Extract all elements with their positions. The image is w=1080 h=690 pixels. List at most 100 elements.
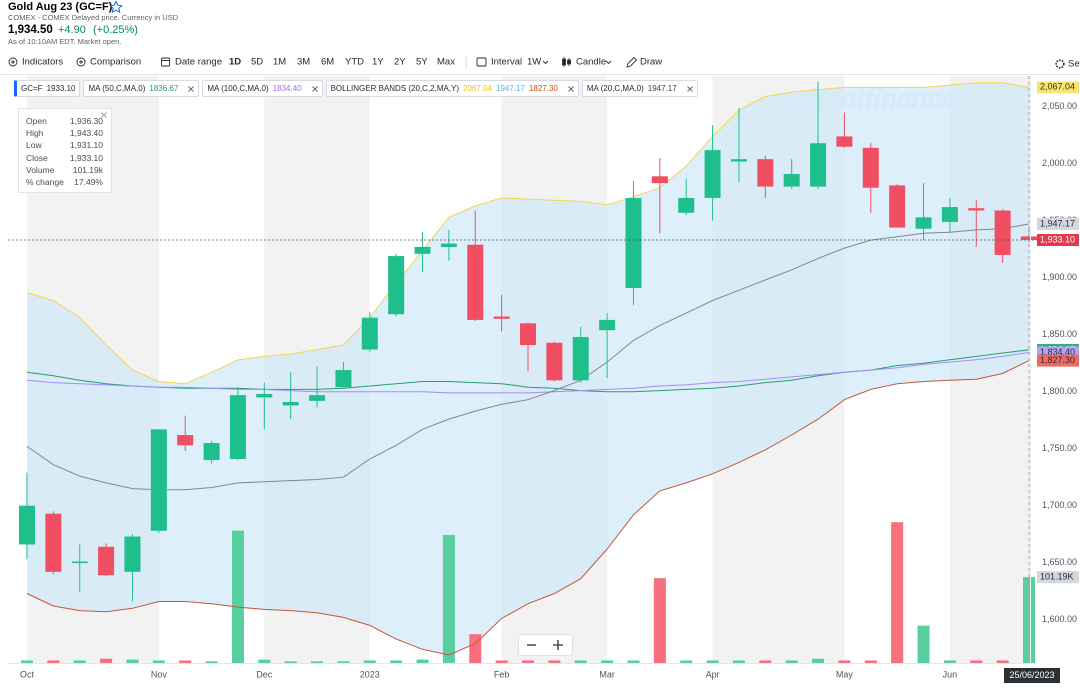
legend-name: MA (50,C,MA,0)	[88, 84, 146, 93]
tooltip-close[interactable]	[101, 112, 107, 118]
volume-bar	[337, 661, 350, 663]
volume-bar	[469, 634, 482, 663]
quote-title: Gold Aug 23 (GC=F)	[8, 1, 113, 13]
candle-body	[203, 443, 220, 461]
legend-name: MA (100,C,MA,0)	[207, 84, 269, 93]
date-range-button[interactable]: Date range	[161, 57, 223, 68]
legend-name: GC=F	[21, 84, 43, 93]
x-tick-label: 2023	[360, 669, 380, 679]
axis-value-label: 2,067.04	[1040, 82, 1075, 92]
candle-body	[968, 208, 985, 211]
x-tick-label: Mar	[599, 669, 615, 679]
y-tick-label: 1,750.00	[1042, 443, 1077, 453]
x-tick-label: Oct	[20, 669, 35, 679]
icon	[76, 57, 86, 67]
axis-value-box	[1037, 234, 1079, 247]
axis-value-label: 1,947.17	[1040, 218, 1075, 228]
range-button[interactable]: 5Y	[416, 57, 428, 68]
range-button[interactable]: YTD	[345, 57, 364, 68]
axis-value-box	[1037, 81, 1079, 94]
legend-remove[interactable]	[568, 85, 574, 92]
legend-item[interactable]: MA (20,C,MA,0) 1947.17	[581, 80, 698, 97]
volume-bar	[838, 660, 851, 663]
range-button[interactable]: 1D	[229, 57, 241, 68]
watchlist-star[interactable]	[109, 0, 123, 14]
volume-bar	[100, 658, 113, 663]
legend-value: 2067.04	[463, 84, 492, 93]
candle-body	[467, 244, 484, 320]
tooltip-value: 101.19k	[72, 164, 103, 175]
crosshair-date: 25/06/2023	[1009, 670, 1054, 680]
legend-remove[interactable]	[188, 85, 195, 92]
axis-value-box	[1037, 354, 1079, 367]
legend-item[interactable]: BOLLINGER BANDS (20,C,2,MA,Y) 2067.04 1947…	[325, 80, 579, 97]
range-button[interactable]: 5D	[251, 57, 263, 68]
legend-item[interactable]: MA (100,C,MA,0) 1834.40	[202, 80, 323, 97]
tooltip-label: High	[26, 128, 44, 139]
chart-type-button[interactable]: Candle	[562, 57, 612, 68]
volume-bar	[759, 660, 772, 663]
tooltip-label: Close	[26, 152, 48, 163]
volume-bar	[970, 660, 983, 663]
range-button[interactable]: 6M	[321, 57, 334, 68]
volume-bar	[653, 578, 666, 663]
comparison-button[interactable]: Comparison	[76, 57, 141, 68]
candle-body	[625, 197, 642, 289]
x-tick-label: Jun	[943, 669, 958, 679]
candle-body	[229, 395, 246, 459]
candle-body	[862, 147, 879, 188]
candle-body	[256, 394, 273, 398]
quote-timestamp: As of 10:10AM EDT. Market open.	[8, 37, 121, 46]
candle-body	[361, 317, 378, 350]
range-button[interactable]: 3M	[297, 57, 310, 68]
quote-change: +4.90	[58, 24, 86, 36]
candle-body	[98, 546, 115, 576]
settings-button[interactable]: Set	[1055, 59, 1080, 70]
toolbar-label: Comparison	[90, 57, 141, 68]
legend-remove[interactable]	[311, 85, 318, 92]
candle-body	[520, 323, 536, 345]
candle-body	[783, 174, 800, 187]
axis-value-label: 101.19K	[1040, 572, 1074, 582]
zoom-in[interactable]	[553, 640, 563, 650]
range-button[interactable]: 1Y	[372, 57, 384, 68]
candle-body	[836, 136, 853, 147]
legend-remove[interactable]	[686, 85, 693, 92]
volume-bar	[231, 530, 244, 663]
y-tick-label: 2,050.00	[1042, 101, 1077, 111]
candle-body	[941, 207, 958, 222]
volume-bar	[258, 659, 271, 663]
y-tick-label: 1,850.00	[1042, 329, 1077, 339]
candle-body	[678, 197, 695, 213]
range-button[interactable]: 2Y	[394, 57, 406, 68]
candle-body	[177, 435, 194, 446]
axis-value-label: 1,834.40	[1040, 347, 1075, 357]
volume-bar	[442, 534, 455, 663]
x-tick-label: May	[836, 669, 854, 679]
icon	[161, 57, 170, 67]
volume-bar	[284, 661, 297, 663]
icon	[1055, 59, 1065, 69]
candle-body	[599, 319, 616, 331]
range-button[interactable]: 1M	[273, 57, 286, 68]
range-button[interactable]: Max	[437, 57, 455, 68]
legend-item[interactable]: GC=F 1933.10	[14, 80, 81, 97]
volume-bar	[179, 660, 192, 663]
legend-item[interactable]: MA (50,C,MA,0) 1836.67	[83, 80, 200, 97]
zoom-box	[518, 634, 573, 656]
volume-bar	[126, 659, 139, 663]
volume-bar	[785, 660, 798, 663]
draw-button[interactable]: Draw	[626, 57, 662, 68]
volume-bar	[152, 660, 165, 663]
tooltip-row: Volume 101.19k	[19, 164, 111, 176]
quote-source: COMEX - COMEX Delayed price. Currency in…	[8, 13, 179, 22]
candle-body	[282, 401, 299, 406]
interval-button[interactable]: Interval 1W	[476, 57, 549, 68]
indicator-line	[26, 360, 1030, 656]
icon	[562, 57, 571, 67]
candle-body	[19, 505, 35, 545]
legend-value: 1836.67	[149, 84, 179, 93]
indicators-button[interactable]: Indicators	[8, 57, 63, 68]
candle-body	[440, 243, 457, 247]
